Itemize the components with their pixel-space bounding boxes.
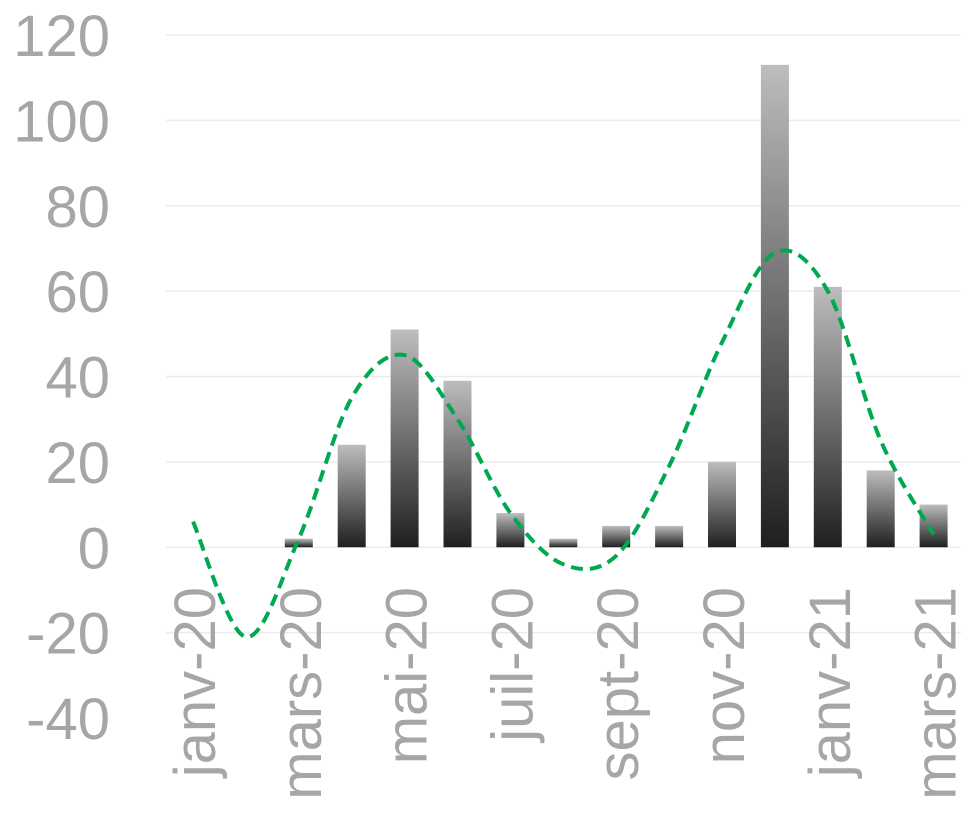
y-tick-label: 20 (45, 431, 110, 496)
bar (549, 538, 578, 548)
bar (866, 470, 895, 548)
bar (760, 64, 789, 548)
x-tick-label: sept-20 (586, 587, 651, 780)
y-tick-label: 40 (45, 346, 110, 411)
trendline (191, 248, 936, 639)
bar (390, 329, 419, 548)
y-tick-label: 80 (45, 175, 110, 240)
x-axis-ticks: janv-20 mars-20 mai-20 juil-20 sept-20 nov-20… (163, 587, 961, 800)
y-tick-label: 60 (45, 260, 110, 325)
x-tick-label: janv-20 (163, 587, 228, 779)
bar (443, 380, 472, 548)
bar (813, 286, 842, 548)
bar (919, 504, 948, 548)
y-tick-label: -20 (26, 602, 110, 667)
y-tick-label: 100 (13, 89, 110, 154)
bars (284, 64, 948, 548)
x-tick-label: juil-20 (480, 587, 545, 744)
x-tick-label: mars-21 (904, 587, 961, 800)
y-tick-label: -40 (26, 687, 110, 752)
x-tick-label: janv-21 (798, 587, 863, 779)
y-tick-label: 120 (13, 4, 110, 69)
bar (655, 525, 684, 548)
x-tick-label: mars-20 (269, 587, 334, 800)
y-axis-ticks: -40 -20 0 20 40 60 80 100 120 (13, 4, 110, 752)
bar (496, 513, 525, 548)
x-tick-label: mai-20 (375, 587, 440, 764)
bar (337, 444, 366, 548)
trendline-layer (191, 248, 936, 639)
bar (708, 461, 736, 548)
bar (602, 525, 631, 548)
x-tick-label: nov-20 (692, 587, 757, 764)
y-tick-label: 0 (78, 516, 110, 581)
